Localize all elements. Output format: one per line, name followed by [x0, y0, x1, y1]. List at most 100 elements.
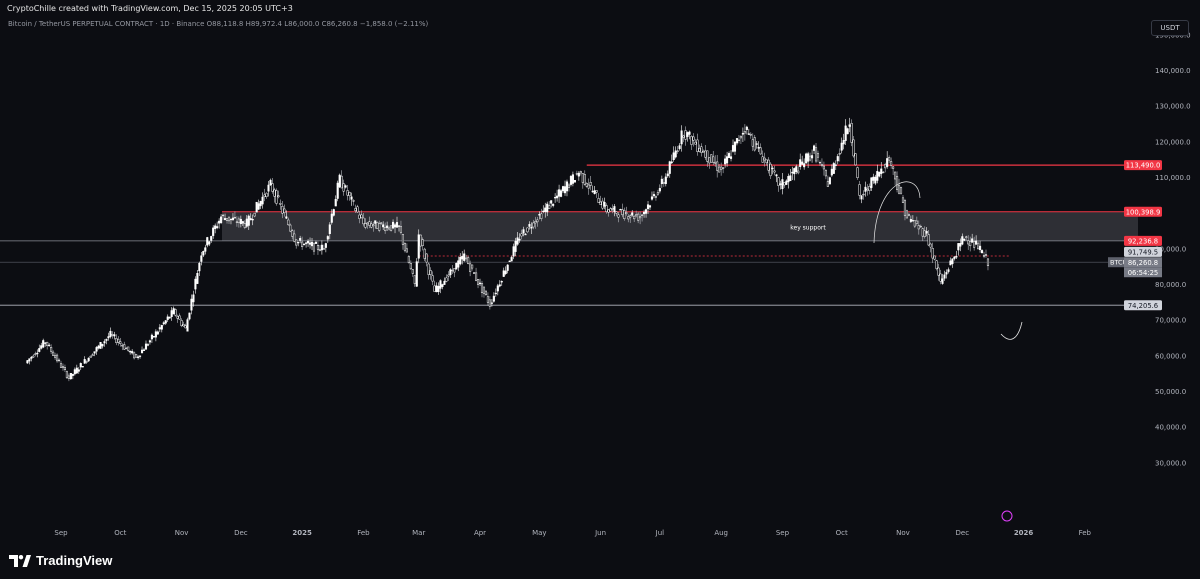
candle-body	[536, 219, 539, 223]
candle-body	[506, 264, 509, 271]
candle-body	[688, 131, 691, 135]
candle-body	[621, 209, 624, 216]
candle-body	[838, 153, 841, 155]
candle-body	[731, 145, 735, 152]
candle-body	[164, 320, 167, 324]
x-tick-label: Feb	[357, 529, 370, 537]
candle-body	[417, 234, 420, 259]
candle-body	[113, 334, 116, 337]
support-low-price-tag-bg	[1124, 300, 1162, 311]
candle-body	[81, 366, 84, 368]
candle-body	[771, 167, 774, 170]
x-tick-label: 2026	[1014, 529, 1034, 537]
candle-body	[401, 234, 404, 245]
candle-body	[656, 192, 659, 195]
candle-body	[597, 198, 600, 203]
currency-button[interactable]: USDT	[1151, 20, 1189, 36]
candle-body	[259, 201, 262, 207]
candle-body	[901, 197, 905, 203]
candle-body	[494, 292, 497, 295]
candle-body	[953, 256, 956, 259]
candle-body	[137, 356, 140, 358]
candle-body	[336, 182, 339, 199]
close-value: 86,260.8	[326, 20, 358, 28]
candle-body	[528, 224, 531, 227]
candle-body	[650, 196, 654, 200]
candle-body	[747, 133, 750, 135]
price-chart[interactable]: 30,000.0 40,000.0 50,000.0 60,000.0 70,000.0…	[0, 18, 1200, 542]
candle-body	[115, 338, 118, 344]
candle-body	[99, 342, 102, 349]
tradingview-brand-text: TradingView	[36, 553, 113, 568]
candle-body	[364, 223, 367, 228]
y-tick-label: 40,000.0	[1155, 424, 1186, 432]
candle-body	[812, 145, 816, 151]
candle-body	[229, 218, 233, 221]
candle-body	[554, 197, 557, 199]
candle-body	[696, 139, 699, 152]
candle-body	[646, 204, 650, 210]
candle-body	[186, 319, 189, 332]
candle-body	[166, 316, 169, 320]
candle-body	[46, 341, 49, 346]
candle-body	[903, 200, 907, 216]
candle-body	[314, 241, 318, 244]
chart-area[interactable]: 30,000.0 40,000.0 50,000.0 60,000.0 70,000.0…	[0, 18, 1200, 542]
candle-body	[253, 212, 256, 217]
candle-body	[194, 278, 197, 290]
candle-body	[316, 244, 319, 250]
candle-body	[631, 212, 634, 216]
candle-body	[97, 345, 100, 349]
candle-body	[399, 226, 403, 233]
y-tick-label: 60,000.0	[1155, 352, 1186, 360]
candle-body	[743, 131, 746, 134]
candle-body	[405, 248, 408, 253]
x-tick-label: Jun	[594, 529, 606, 537]
candle-body	[755, 143, 758, 145]
candle-body	[233, 216, 236, 219]
candle-body	[779, 183, 782, 185]
candle-body	[144, 343, 148, 350]
candle-body	[273, 189, 276, 197]
candle-body	[961, 236, 964, 245]
event-icon[interactable]	[1001, 510, 1013, 522]
candle-body	[433, 285, 436, 292]
candle-body	[627, 216, 630, 220]
candle-body	[783, 182, 786, 186]
candle-body	[886, 158, 889, 167]
candle-body	[368, 221, 371, 226]
candle-body	[370, 223, 373, 228]
support-low-price-tag: 74,205.6	[1128, 302, 1158, 310]
tradingview-logo[interactable]: TradingView	[9, 553, 112, 568]
candle-body	[979, 245, 982, 251]
candle-body	[378, 223, 381, 231]
candle-body	[552, 203, 555, 206]
y-tick-label: 90,000.0	[1155, 245, 1186, 253]
candle-body	[935, 260, 938, 269]
candle-body	[71, 373, 74, 376]
candle-body	[123, 344, 126, 350]
candle-body	[299, 238, 302, 241]
candle-body	[773, 170, 776, 173]
candle-body	[905, 210, 908, 219]
candle-body	[101, 343, 104, 347]
candle-body	[57, 359, 61, 362]
candle-body	[973, 241, 976, 248]
candle-body	[933, 255, 936, 260]
candle-body	[943, 274, 946, 279]
candle-body	[303, 243, 306, 246]
candle-body	[395, 222, 399, 228]
candle-body	[324, 243, 327, 248]
candle-body	[971, 238, 974, 243]
candle-body	[243, 223, 246, 228]
candle-body	[516, 237, 519, 245]
candle-body	[427, 263, 430, 275]
candle-body	[498, 284, 501, 287]
candle-body	[174, 309, 177, 316]
y-tick-label: 70,000.0	[1155, 317, 1186, 325]
candle-body	[822, 165, 825, 170]
candle-body	[65, 371, 68, 379]
candle-body	[818, 161, 822, 164]
candle-body	[267, 184, 270, 192]
candle-body	[287, 219, 290, 226]
